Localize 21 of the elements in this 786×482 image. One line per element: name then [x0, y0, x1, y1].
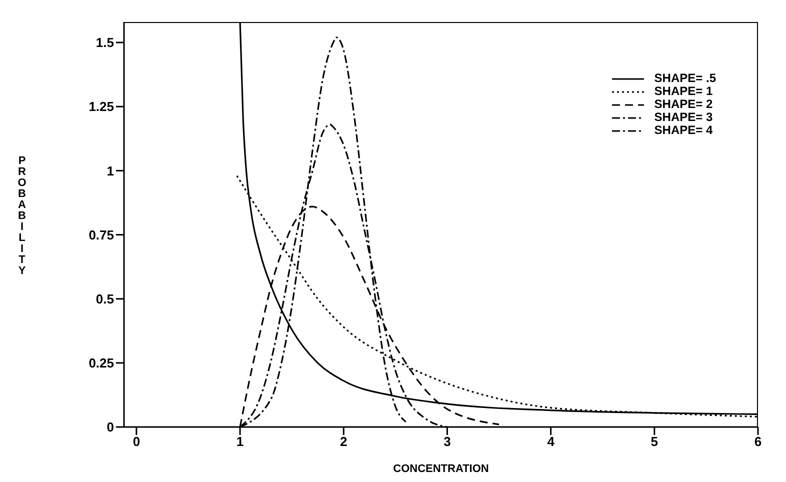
y-tick-label: 0.75 — [88, 227, 114, 242]
x-tick-label: 0 — [132, 434, 140, 450]
x-tick-label: 1 — [236, 434, 244, 450]
x-tick-label: 5 — [650, 434, 658, 450]
text: PROBABILITY — [18, 155, 26, 277]
y-tick-label: 0 — [106, 420, 114, 435]
y-tick-label: 0.25 — [88, 356, 114, 371]
y-tick-label: 0.5 — [96, 291, 114, 306]
legend-label: SHAPE= 2 — [654, 97, 713, 111]
x-tick-label: 4 — [547, 434, 556, 450]
x-axis-title: CONCENTRATION — [393, 463, 489, 475]
legend-label: SHAPE= 4 — [654, 123, 713, 137]
legend-label: SHAPE= .5 — [654, 71, 716, 85]
legend-label: SHAPE= 3 — [654, 110, 713, 124]
y-tick-label: 1.5 — [96, 35, 114, 50]
x-tick-label: 3 — [444, 434, 451, 450]
x-tick-label: 2 — [340, 434, 348, 450]
y-tick-label: 1 — [106, 163, 114, 178]
y-tick-label: 1.25 — [88, 99, 114, 114]
legend-label: SHAPE= 1 — [654, 84, 713, 98]
x-tick-label: 6 — [754, 434, 762, 450]
